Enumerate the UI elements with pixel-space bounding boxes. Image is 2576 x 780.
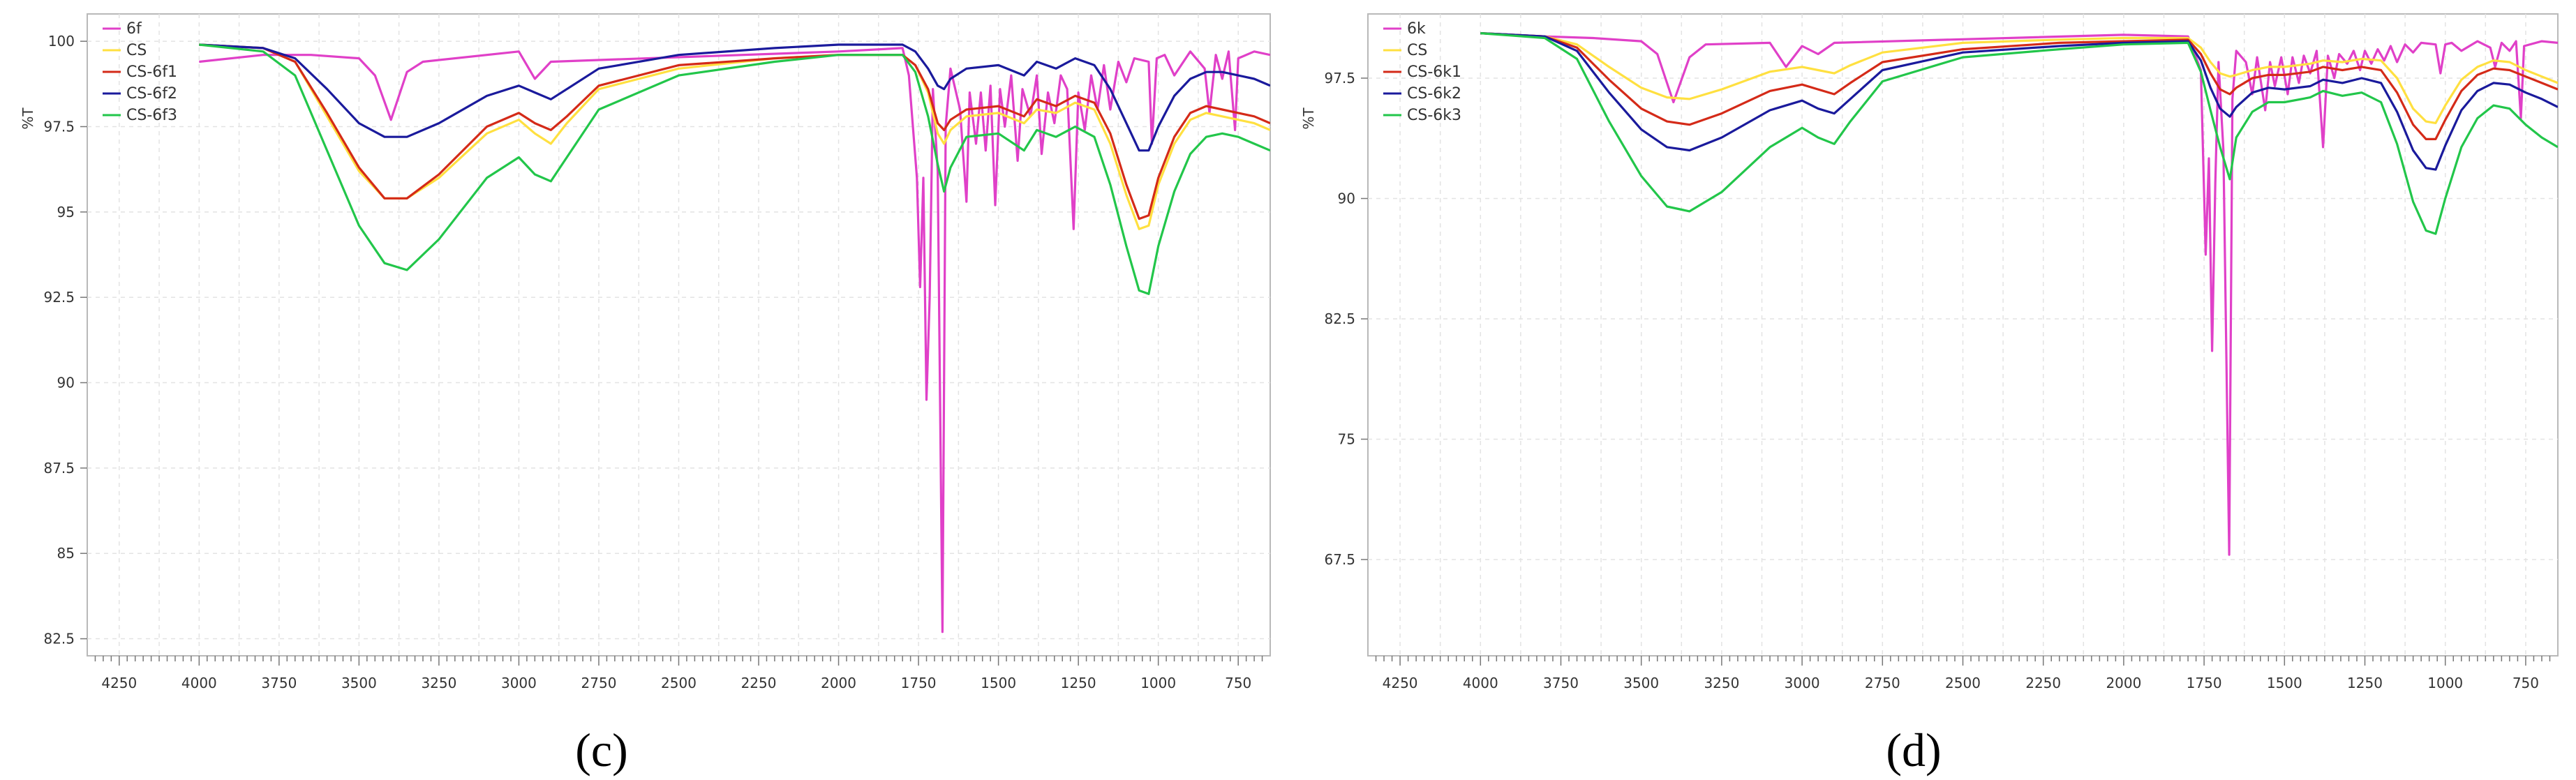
y-tick-label: 75 bbox=[1338, 431, 1355, 448]
series-line-cs-6f1 bbox=[199, 43, 1270, 220]
x-tick-label: 1750 bbox=[901, 675, 937, 691]
series-line-cs-6f2 bbox=[199, 43, 1270, 152]
x-tick-label: 2000 bbox=[821, 675, 856, 691]
series-line-cs-6f3 bbox=[199, 43, 1270, 295]
legend-label: CS-6f2 bbox=[126, 85, 177, 103]
y-tick-label: 82.5 bbox=[43, 631, 75, 647]
x-tick-label: 3500 bbox=[341, 675, 377, 691]
legend-label: 6f bbox=[126, 20, 142, 38]
x-tick-label: 1250 bbox=[1061, 675, 1096, 691]
legend-label: CS-6k3 bbox=[1407, 107, 1461, 124]
x-tick-label: 2500 bbox=[1945, 675, 1981, 691]
x-tick-label: 2250 bbox=[2025, 675, 2061, 691]
x-tick-label: 1000 bbox=[1140, 675, 1176, 691]
series-line-cs-6k1 bbox=[1480, 32, 2558, 140]
y-tick-label: 95 bbox=[57, 204, 75, 220]
x-tick-label: 1500 bbox=[981, 675, 1016, 691]
x-tick-label: 3500 bbox=[1623, 675, 1659, 691]
x-tick-label: 3750 bbox=[261, 675, 297, 691]
x-tick-label: 4000 bbox=[1463, 675, 1498, 691]
y-tick-label: 97.5 bbox=[43, 118, 75, 135]
x-tick-label: 3750 bbox=[1543, 675, 1579, 691]
x-tick-label: 2250 bbox=[741, 675, 777, 691]
x-tick-label: 4250 bbox=[1383, 675, 1418, 691]
y-tick-label: 82.5 bbox=[1324, 310, 1355, 327]
x-tick-label: 1750 bbox=[2187, 675, 2222, 691]
legend-label: CS-6f3 bbox=[126, 107, 177, 124]
series-line-cs bbox=[199, 43, 1270, 230]
y-tick-label: 90 bbox=[57, 375, 75, 391]
legend-label: 6k bbox=[1407, 20, 1426, 38]
panel-caption-d: (d) bbox=[1886, 723, 1941, 777]
chart-panel-c: 4250 4000 3750 3500 3250 3000 2750 2500 2250 2000… bbox=[20, 13, 1271, 691]
x-tick-label: 2000 bbox=[2106, 675, 2141, 691]
x-tick-label: 1000 bbox=[2427, 675, 2463, 691]
y-axis-label: %T bbox=[20, 107, 36, 130]
series-line-cs-6k3 bbox=[1480, 32, 2558, 235]
y-tick-label: 87.5 bbox=[43, 460, 75, 477]
chart-panel-d: 4250 4000 3750 3500 3250 3000 2750 2500 2250 2000… bbox=[1300, 13, 2559, 691]
legend-label: CS bbox=[1407, 42, 1427, 59]
x-tick-label: 750 bbox=[1225, 675, 1251, 691]
x-tick-label: 3250 bbox=[1704, 675, 1739, 691]
x-tick-label: 4250 bbox=[101, 675, 137, 691]
legend-label: CS-6f1 bbox=[126, 63, 177, 81]
y-tick-label: 92.5 bbox=[43, 289, 75, 306]
x-tick-label: 2750 bbox=[1865, 675, 1900, 691]
y-tick-label: 85 bbox=[57, 545, 75, 562]
x-tick-label: 750 bbox=[2512, 675, 2539, 691]
x-tick-label: 2750 bbox=[581, 675, 617, 691]
x-tick-label: 3000 bbox=[501, 675, 537, 691]
x-tick-label: 3000 bbox=[1785, 675, 1820, 691]
x-tick-label: 1250 bbox=[2347, 675, 2383, 691]
legend-label: CS-6k2 bbox=[1407, 85, 1461, 103]
legend-label: CS bbox=[126, 42, 147, 59]
x-tick-label: 2500 bbox=[661, 675, 697, 691]
y-tick-label: 97.5 bbox=[1324, 70, 1355, 87]
series-line-cs-6k2 bbox=[1480, 32, 2558, 171]
x-tick-label: 4000 bbox=[181, 675, 217, 691]
legend-label: CS-6k1 bbox=[1407, 63, 1461, 81]
x-tick-label: 1500 bbox=[2267, 675, 2302, 691]
panel-caption-c: (c) bbox=[575, 723, 627, 777]
y-tick-label: 67.5 bbox=[1324, 551, 1355, 568]
y-axis-label: %T bbox=[1300, 107, 1317, 130]
series-line-6k bbox=[1480, 32, 2558, 556]
x-tick-label: 3250 bbox=[421, 675, 456, 691]
series-line-6f bbox=[199, 47, 1270, 633]
y-tick-label: 100 bbox=[48, 33, 75, 50]
series-line-cs bbox=[1480, 32, 2558, 124]
y-tick-label: 90 bbox=[1338, 190, 1355, 207]
